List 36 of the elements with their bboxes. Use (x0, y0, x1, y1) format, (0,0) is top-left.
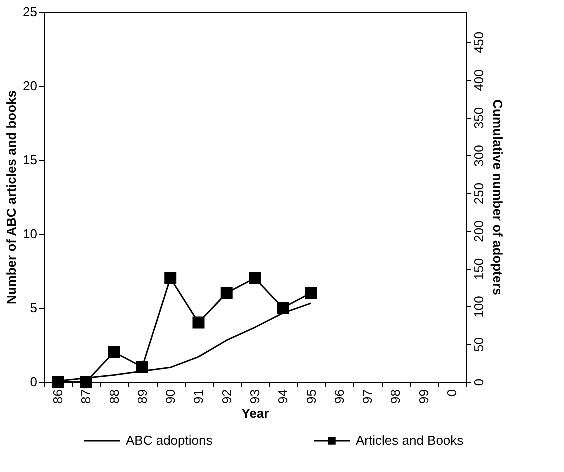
y-tick-label: 0 (30, 374, 38, 390)
x-tick-label: 93 (248, 390, 262, 404)
x-tick-label: 90 (163, 390, 178, 404)
x-tick-label: 86 (50, 390, 66, 404)
y2-tick-label: 200 (472, 220, 486, 242)
x-tick-label: 94 (276, 390, 291, 404)
x-tick-label: 95 (304, 390, 319, 404)
y2-tick-label: 450 (472, 32, 486, 54)
y-axis-title: Number of ABC articles and books (4, 90, 20, 305)
x-axis-title: Year (242, 406, 270, 421)
y2-tick-label: 0 (472, 378, 486, 386)
x-tick-label: 88 (106, 390, 122, 404)
x-tick-label: 91 (191, 390, 206, 404)
y-tick-label: 10 (23, 226, 38, 242)
y-tick-label: 20 (23, 78, 38, 94)
y2-axis-title: Cumulative number of adopters (490, 100, 506, 296)
x-tick-label: 89 (134, 390, 150, 404)
x-tick-label: 92 (219, 390, 234, 404)
y2-tick-label: 150 (472, 258, 486, 280)
legend-label: Articles and Books (356, 433, 464, 448)
y-tick-label: 15 (23, 152, 38, 168)
x-tick-label: 99 (416, 390, 432, 404)
x-tick-label: 0 (444, 390, 460, 397)
y-tick-label: 5 (30, 300, 38, 316)
x-tick-label: 97 (360, 390, 376, 404)
y2-tick-label: 300 (472, 145, 486, 167)
y2-tick-label: 350 (472, 107, 486, 130)
y2-tick-label: 400 (472, 70, 486, 92)
y2-tick-label: 100 (472, 296, 486, 318)
x-tick-label: 87 (78, 390, 94, 404)
y2-tick-label: 50 (472, 338, 486, 352)
y2-tick-label: 250 (472, 182, 486, 205)
x-tick-label: 98 (388, 390, 404, 404)
x-tick-label: 96 (332, 390, 347, 404)
y-tick-label: 25 (23, 4, 38, 20)
legend-label: ABC adoptions (126, 433, 214, 448)
